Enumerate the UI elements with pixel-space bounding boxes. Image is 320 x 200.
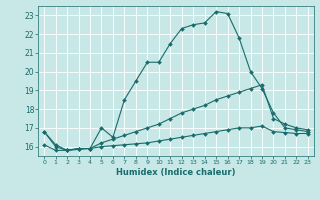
X-axis label: Humidex (Indice chaleur): Humidex (Indice chaleur) [116,168,236,177]
